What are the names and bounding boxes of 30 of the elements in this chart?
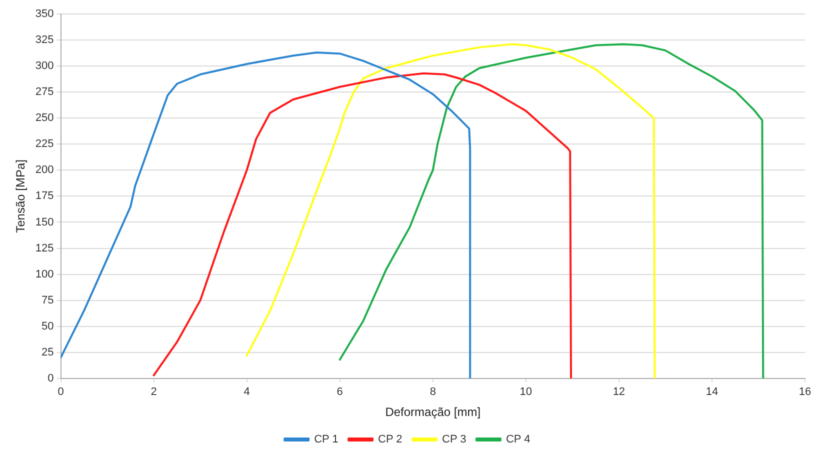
legend-label: CP 1	[314, 434, 338, 446]
y-tick-label: 50	[42, 320, 54, 332]
y-tick-label: 275	[35, 86, 54, 98]
x-tick-label: 0	[58, 386, 64, 398]
y-tick-label: 150	[35, 216, 54, 228]
legend-label: CP 2	[378, 434, 402, 446]
x-axis-title: Deformação [mm]	[385, 405, 481, 420]
y-tick-label: 100	[35, 268, 54, 280]
y-tick-label: 0	[48, 372, 54, 384]
y-tick-label: 25	[42, 346, 54, 358]
x-tick-label: 10	[520, 386, 532, 398]
y-tick-label: 225	[35, 138, 54, 150]
y-tick-label: 175	[35, 190, 54, 202]
x-tick-label: 8	[430, 386, 436, 398]
legend-label: CP 3	[442, 434, 466, 446]
y-tick-label: 300	[35, 60, 54, 72]
x-tick-label: 6	[336, 386, 343, 398]
x-tick-label: 12	[612, 386, 626, 398]
y-tick-label: 125	[35, 242, 54, 254]
y-axis-title: Tensão [MPa]	[14, 160, 28, 233]
y-tick-label: 250	[35, 112, 54, 124]
y-tick-label: 350	[35, 8, 54, 20]
legend-label: CP 4	[506, 434, 530, 446]
x-tick-label: 2	[150, 386, 157, 398]
y-tick-label: 200	[35, 164, 54, 176]
x-tick-label: 14	[706, 386, 718, 398]
x-tick-label: 4	[244, 386, 250, 398]
x-tick-label: 16	[798, 386, 812, 398]
y-tick-label: 325	[35, 34, 54, 46]
y-tick-label: 75	[42, 294, 54, 306]
